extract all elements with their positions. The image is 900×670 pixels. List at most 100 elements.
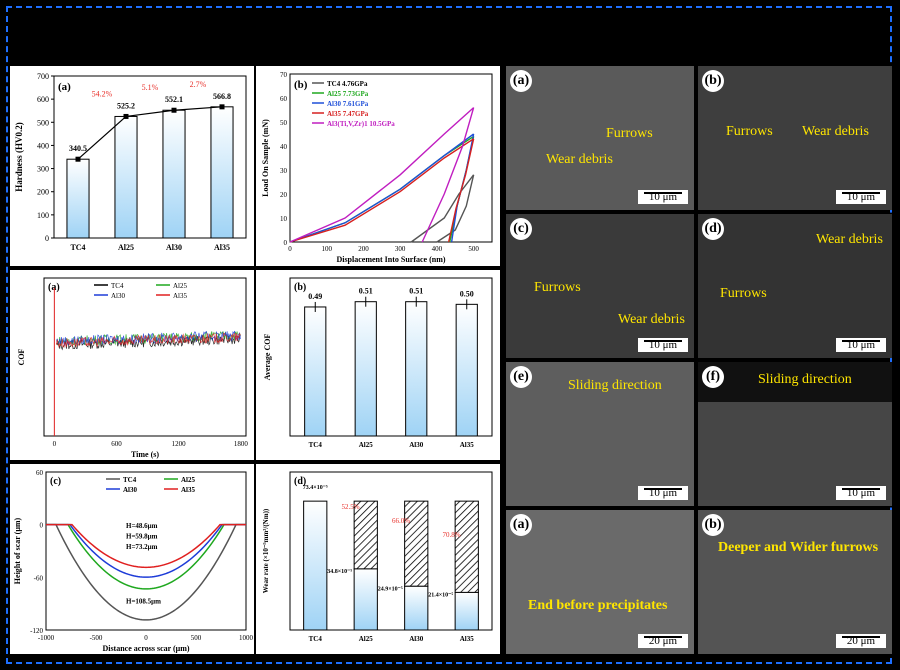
trend-point xyxy=(171,107,177,113)
depth-annotation: H=48.6μm xyxy=(126,522,158,530)
data-label: 0.51 xyxy=(359,287,373,296)
y-tick-label: 10 xyxy=(280,215,288,223)
dark-band xyxy=(698,362,892,402)
plot-frame xyxy=(45,471,247,631)
bar xyxy=(455,303,478,437)
nanoindentation-chart: 0 100 200 300 400 500 0 10 20 30 40 50 60 70 Displacem… xyxy=(261,71,493,264)
trend-point xyxy=(219,104,225,110)
y-tick-label: -120 xyxy=(30,627,43,635)
panel-label: (b) xyxy=(702,514,724,536)
scale-bar: 10 μm xyxy=(836,486,886,500)
series-unloading-line xyxy=(421,107,475,243)
annotation: Deeper and Wider furrows xyxy=(718,540,879,555)
annotation: Furrows xyxy=(606,126,653,141)
sem-image-b: (b) Furrows Wear debris 10 μm xyxy=(698,66,892,210)
bar xyxy=(354,301,377,437)
y-axis-label: Height of scar (μm) xyxy=(13,517,22,584)
y-tick-label: 700 xyxy=(37,72,49,81)
y-tick-label: 0 xyxy=(45,234,49,243)
sem-image-c: (c) Furrows Wear debris 10 μm xyxy=(506,214,694,358)
plot-frame xyxy=(289,277,493,437)
data-label: 0.51 xyxy=(409,287,423,296)
y-tick-label: 70 xyxy=(280,71,288,79)
reduction-hatch xyxy=(454,500,479,593)
x-tick-label: Al25 xyxy=(118,243,134,252)
panel-label: (f) xyxy=(702,366,724,388)
sem-image-b2: (b) Deeper and Wider furrows 20 μm xyxy=(698,510,892,654)
panel-label: (b) xyxy=(294,282,306,293)
sem-image-f: (f) Sliding direction 10 μm xyxy=(698,362,892,506)
bar xyxy=(210,106,234,239)
scar-profile-line xyxy=(46,523,246,569)
scale-bar: 10 μm xyxy=(638,190,688,204)
bar xyxy=(404,585,429,631)
legend-label: Al30 xyxy=(123,486,138,494)
scar-profile-chart: -1000 -500 0 500 1000 -120 -60 0 60 Distance acro… xyxy=(13,469,254,653)
y-tick-label: 100 xyxy=(37,211,49,220)
sem-image-d: (d) Wear debris Furrows 10 μm xyxy=(698,214,892,358)
legend-label: TC4 xyxy=(111,282,124,290)
x-tick-label: -500 xyxy=(90,634,103,642)
plot-frame xyxy=(289,471,493,631)
legend-label: Al30 xyxy=(111,292,126,300)
depth-annotation: H=59.8μm xyxy=(126,533,158,541)
bar xyxy=(353,568,378,631)
legend-label: TC4 xyxy=(123,476,137,484)
scale-bar: 20 μm xyxy=(638,634,688,648)
y-tick-label: 40 xyxy=(280,143,288,151)
x-tick-label: Al30 xyxy=(409,635,424,643)
scar-profile-line xyxy=(46,523,246,578)
x-tick-label: 300 xyxy=(395,245,406,253)
y-tick-label: 0 xyxy=(284,239,288,247)
sem-image-a2: (a) End before precipitates 20 μm xyxy=(506,510,694,654)
trend-line xyxy=(77,106,223,160)
y-tick-label: 60 xyxy=(36,469,44,477)
data-label: 340.5 xyxy=(69,144,87,153)
y-axis-label: Load On Sample (mN) xyxy=(261,119,270,197)
annotation: End before precipitates xyxy=(528,598,668,613)
x-tick-label: TC4 xyxy=(309,441,323,449)
cof-series-line xyxy=(56,330,241,346)
panel-label: (a) xyxy=(48,282,60,293)
y-axis-label: Average COF xyxy=(263,334,272,381)
plot-frame xyxy=(289,73,493,243)
data-label: 0.50 xyxy=(460,289,474,298)
legend-label: Al35 7.47GPa xyxy=(327,110,369,118)
y-tick-label: 30 xyxy=(280,167,288,175)
x-tick-label: 500 xyxy=(191,634,202,642)
series-loading-line xyxy=(289,138,475,243)
series-loading-line xyxy=(289,133,475,243)
nanoindentation-chart-panel: 0 100 200 300 400 500 0 10 20 30 40 50 60 70 Displacem… xyxy=(256,66,500,266)
panel-label: (c) xyxy=(50,476,61,487)
scar-profile-chart-panel: -1000 -500 0 500 1000 -120 -60 0 60 Distance acro… xyxy=(10,464,254,654)
bar xyxy=(454,591,479,631)
bar xyxy=(304,306,327,437)
sem-image-a: (a) Furrows Wear debris 10 μm xyxy=(506,66,694,210)
panel-label: (a) xyxy=(510,514,532,536)
bar xyxy=(405,301,428,437)
data-label: 73.4×10⁻⁵ xyxy=(303,485,328,491)
panel-label: (d) xyxy=(702,218,724,240)
trend-point xyxy=(75,156,81,162)
x-tick-label: Al30 xyxy=(409,441,424,449)
bar xyxy=(162,109,186,239)
annotation: Wear debris xyxy=(546,152,613,167)
plot-frame xyxy=(43,277,247,437)
x-tick-label: Al25 xyxy=(359,635,374,643)
trend-point xyxy=(123,113,129,119)
y-tick-label: 200 xyxy=(37,188,49,197)
wear-rate-chart: Wear rate (×10⁻⁵mm³/(Nm)) (d) TC4 73.4×10⁻⁵… xyxy=(262,471,493,643)
panel-label: (b) xyxy=(702,70,724,92)
scale-bar: 10 μm xyxy=(638,338,688,352)
legend-label: Al25 xyxy=(181,476,196,484)
sem-image-e: (e) Sliding direction 10 μm xyxy=(506,362,694,506)
average-cof-chart-panel: Average COF (b) TC4 0.49 Al25 0.51 Al30 0.51 Al3… xyxy=(256,270,500,460)
legend-label: Al3(Ti,V,Zr)1 10.5GPa xyxy=(327,120,395,128)
series-loading-line xyxy=(289,107,475,243)
series-unloading-line xyxy=(410,174,475,243)
x-tick-label: 400 xyxy=(432,245,443,253)
scale-bar: 20 μm xyxy=(836,634,886,648)
x-axis-label: Distance across scar (μm) xyxy=(102,644,189,653)
hardness-chart: 0 100 200 300 400 500 600 700 Hardness (HV0.2) (a… xyxy=(14,72,247,252)
x-tick-label: 0 xyxy=(144,634,148,642)
